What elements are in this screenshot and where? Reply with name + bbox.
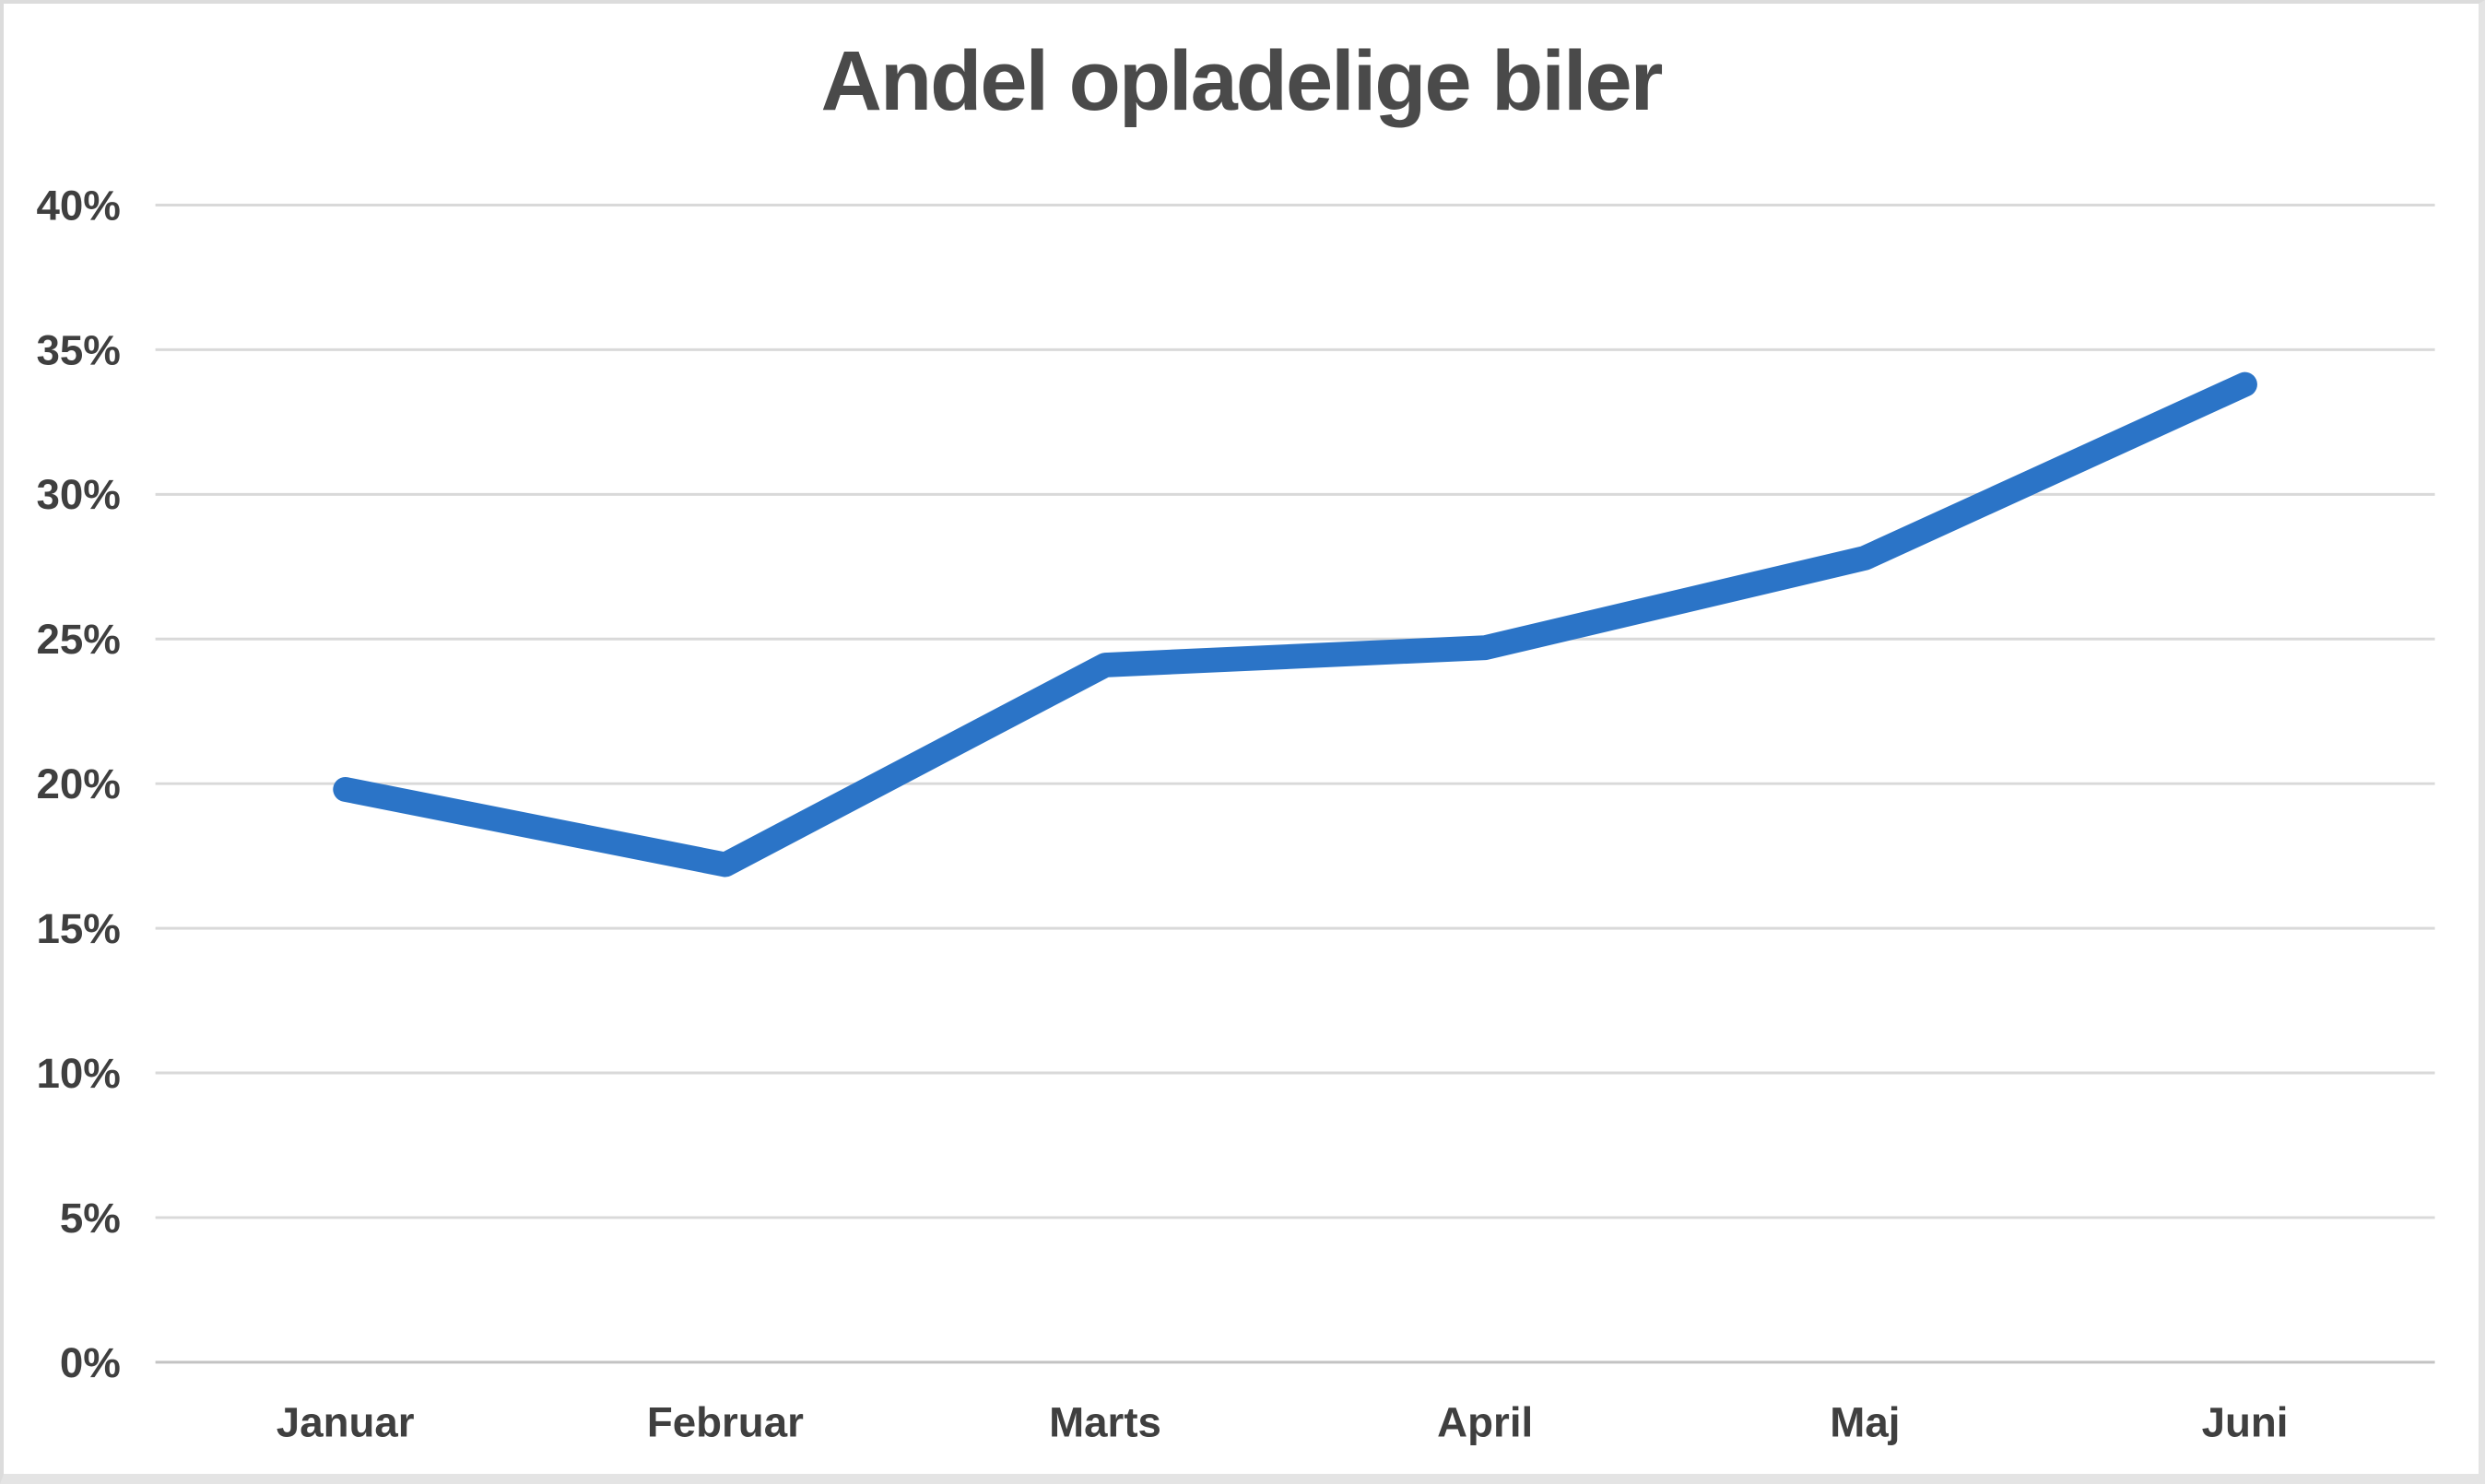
y-tick-label: 40%: [36, 182, 120, 229]
y-axis-labels: 0% 5% 10% 15% 20% 25% 30% 35% 40%: [36, 182, 120, 1385]
line-chart: 0% 5% 10% 15% 20% 25% 30% 35% 40% Januar Februar M…: [36, 182, 2435, 1445]
y-tick-label: 10%: [36, 1050, 120, 1097]
y-tick-label: 15%: [36, 905, 120, 952]
y-gridlines: [155, 204, 2435, 1364]
y-tick-label: 20%: [36, 760, 120, 807]
x-tick-label: Maj: [1830, 1398, 1900, 1445]
series-line: [333, 371, 2257, 877]
y-tick-label: 25%: [36, 616, 120, 663]
data-series: [333, 371, 2257, 877]
x-axis-labels: Januar Februar Marts April Maj Juni: [277, 1398, 2289, 1445]
y-tick-label: 0%: [60, 1339, 121, 1386]
x-tick-label: Februar: [647, 1398, 804, 1445]
y-tick-label: 5%: [60, 1195, 121, 1242]
y-tick-label: 30%: [36, 471, 120, 518]
y-tick-label: 35%: [36, 326, 120, 373]
x-tick-label: Januar: [277, 1398, 415, 1445]
x-tick-label: Marts: [1049, 1398, 1161, 1445]
chart-title: Andel opladelige biler: [820, 34, 1664, 128]
x-tick-label: Juni: [2202, 1398, 2289, 1445]
x-tick-label: April: [1437, 1398, 1533, 1445]
